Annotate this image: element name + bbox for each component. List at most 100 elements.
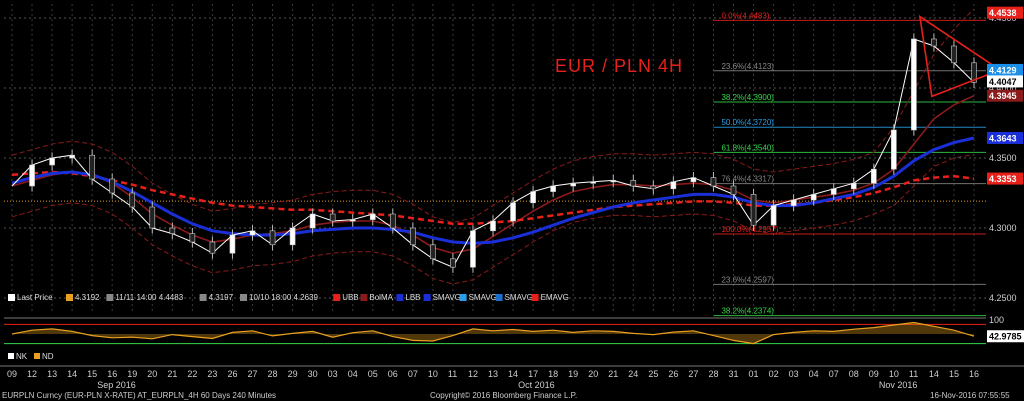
candle-body: [450, 258, 456, 268]
legend-label: SMAVG: [469, 293, 497, 302]
price-tag-label: 4.3945: [989, 91, 1017, 101]
triangle-pattern: [918, 14, 1002, 98]
candle-body: [309, 213, 316, 229]
candle-body: [710, 177, 717, 187]
candle-body: [329, 213, 336, 222]
price-tag-label: 4.3643: [989, 133, 1017, 143]
legend-swatch: [495, 294, 503, 301]
x-tick-label: 14: [508, 369, 518, 379]
x-tick-label: 28: [268, 369, 278, 379]
oscillator-panel: 100 42.9785 NK ND: [4, 315, 1024, 361]
osc-legend-label: ND: [42, 352, 54, 361]
legend-swatch: [531, 294, 539, 301]
chart-legend: Last Price 4.3192 11/11 14:00 4.4483 4.3197…: [8, 293, 569, 302]
candle-body: [550, 185, 556, 192]
candle-body: [570, 182, 576, 187]
x-axis: 09 12 13 14 15 16 19 20 21 22 23 26 27 28 29 30 03 04 05 06…: [0, 365, 1024, 390]
x-tick-label: 16: [969, 369, 979, 379]
candle-body: [911, 38, 917, 131]
x-tick-label: 04: [348, 369, 358, 379]
y-tick-label: 4.3000: [989, 223, 1017, 233]
legend-swatch: [106, 294, 114, 301]
candle-body: [670, 181, 677, 190]
price-tag-label: 4.3353: [989, 174, 1017, 184]
candle-body: [249, 230, 256, 236]
x-tick-label: 09: [869, 369, 879, 379]
x-tick-label: 21: [608, 369, 618, 379]
x-tick-label: 23: [207, 369, 217, 379]
x-tick-label: 04: [809, 369, 819, 379]
x-tick-label: 20: [147, 369, 157, 379]
price-tag-label: 4.4129: [989, 65, 1017, 75]
footer-security: EURPLN Curncy (EUR-PLN X-RATE) AT_EURPLN…: [2, 391, 276, 400]
x-tick-label: 13: [488, 369, 498, 379]
legend-swatch: [396, 294, 404, 301]
x-tick-label: 03: [789, 369, 799, 379]
fib-label: 23.6%(4.4123): [721, 62, 774, 71]
legend-swatch: [66, 294, 73, 301]
candle-body: [69, 154, 75, 159]
osc-top-label: 100: [989, 315, 1004, 325]
candle-body: [389, 213, 396, 229]
x-tick-label: 14: [929, 369, 939, 379]
footer-copyright: Copyright© 2016 Bloomberg Finance L.P.: [430, 391, 577, 400]
candle-body: [690, 177, 697, 183]
price-tag-box: [987, 89, 1023, 102]
x-tick-label: 25: [648, 369, 658, 379]
candle-body: [29, 164, 35, 187]
candle-body: [850, 182, 857, 190]
legend-label: EMAVG: [541, 293, 569, 302]
candle-body: [149, 206, 156, 229]
x-tick-label: 27: [688, 369, 698, 379]
x-tick-label: 09: [7, 369, 17, 379]
legend-label: 11/11 14:00 4.4483: [115, 293, 183, 302]
candle-body: [610, 180, 617, 183]
candle-body: [189, 233, 196, 243]
x-tick-label: 16: [107, 369, 117, 379]
candle-body: [109, 178, 116, 194]
x-tick-label: 22: [187, 369, 197, 379]
x-tick-label: 12: [468, 369, 478, 379]
chart-title: EUR / PLN 4H: [555, 56, 683, 76]
price-tag-label: 4.4047: [989, 77, 1017, 87]
candle-body: [89, 154, 95, 180]
x-tick-label: 31: [729, 369, 739, 379]
x-tick-label: 05: [368, 369, 378, 379]
fib-label: 76.4%(4.3317): [721, 175, 774, 184]
legend-label: 4.3197: [209, 293, 234, 302]
candle-body: [530, 191, 536, 204]
legend-swatch: [333, 294, 341, 301]
legend-swatch: [8, 294, 15, 301]
x-tick-label: 29: [288, 369, 298, 379]
legend-swatch: [240, 294, 247, 301]
x-tick-label: 07: [408, 369, 418, 379]
x-tick-label: 11: [909, 369, 918, 379]
candle-body: [470, 230, 476, 268]
x-tick-label: 10: [428, 369, 438, 379]
x-tick-label: 11: [448, 369, 457, 379]
fib-label: 38.2%(4.3900): [721, 93, 774, 102]
osc-area: [12, 322, 974, 344]
candle-body: [770, 205, 777, 226]
x-tick-label: 02: [769, 369, 779, 379]
legend-label: LBB: [405, 293, 420, 302]
price-tag-box: [987, 131, 1023, 144]
legend-label: SMAVG: [433, 293, 461, 302]
price-tag-box: [987, 6, 1023, 19]
legend-label: Last Price: [17, 293, 53, 302]
x-tick-label: 19: [568, 369, 578, 379]
candle-body: [730, 185, 737, 195]
fib-label: 23.6%(4.2597): [721, 275, 774, 284]
x-tick-label: 28: [708, 369, 718, 379]
legend-swatch: [423, 294, 431, 301]
legend-label: 10/10 18:00 4.2639: [249, 293, 319, 302]
candle-body: [209, 241, 216, 254]
candle-body: [349, 219, 356, 222]
candle-body: [590, 181, 597, 184]
legend-label: SMAVG: [505, 293, 533, 302]
x-tick-label: 20: [588, 369, 598, 379]
candle-body: [229, 234, 236, 254]
x-tick-label: 01: [749, 369, 759, 379]
legend-swatch: [459, 294, 467, 301]
